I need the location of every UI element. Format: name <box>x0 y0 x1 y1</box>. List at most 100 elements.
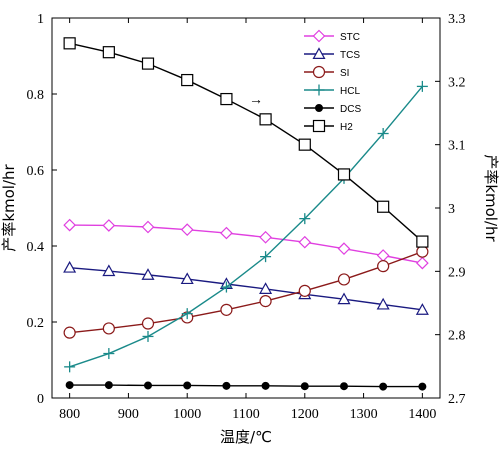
data-point-hcl <box>142 330 154 342</box>
x-tick-label: 1300 <box>350 407 378 422</box>
data-point-si <box>141 317 155 330</box>
data-point-dcs <box>104 381 113 390</box>
data-point-h2 <box>181 73 194 87</box>
legend-marker <box>315 104 323 112</box>
y-right-tick-label: 3.1 <box>448 139 466 154</box>
data-point-tcs <box>180 272 194 285</box>
y-right-tick-label: 3.3 <box>448 12 466 27</box>
series-si <box>63 245 429 339</box>
data-point-hcl <box>103 348 115 360</box>
data-point-dcs <box>183 381 192 390</box>
legend-label: TCS <box>340 50 360 61</box>
y-right-tick-label: 3.2 <box>448 75 466 90</box>
y-left-tick-label: 0.6 <box>27 164 45 179</box>
series-hcl <box>64 80 428 373</box>
legend-marker <box>313 84 325 96</box>
legend-label: HCL <box>340 86 360 97</box>
series-line-dcs <box>69 384 423 388</box>
data-point-h2 <box>259 113 272 126</box>
data-point-stc <box>298 235 312 249</box>
y-right-tick-label: 3 <box>448 202 455 217</box>
data-point-tcs <box>415 303 429 315</box>
data-point-stc <box>337 242 351 256</box>
legend-item-tcs: TCS <box>304 47 360 61</box>
x-tick-label: 900 <box>118 407 139 422</box>
data-point-hcl <box>416 80 428 92</box>
data-point-si <box>220 303 233 316</box>
y-left-tick-label: 0.2 <box>27 316 45 331</box>
data-point-tcs <box>376 297 390 310</box>
series-line-hcl <box>69 85 423 368</box>
data-point-stc <box>102 219 116 232</box>
data-point-stc <box>220 226 233 240</box>
x-tick-label: 1000 <box>173 407 201 422</box>
data-point-stc <box>141 220 155 234</box>
data-point-hcl <box>181 308 193 320</box>
x-axis-label: 温度/℃ <box>220 428 272 446</box>
axes: 800 900 1000 1100 1200 1300 1400 0 0.2 0.4 0.6 0.8 1… <box>27 12 466 422</box>
series-line-tcs <box>69 266 423 311</box>
legend-marker <box>312 29 326 43</box>
plot-area <box>63 37 429 391</box>
legend-label: DCS <box>340 104 361 115</box>
data-point-hcl <box>64 361 76 373</box>
series-dcs <box>65 381 427 391</box>
data-point-stc <box>376 249 390 262</box>
data-point-dcs <box>339 382 348 391</box>
data-point-stc <box>259 230 272 244</box>
legend-item-stc: STC <box>304 29 360 43</box>
data-point-si <box>102 322 115 335</box>
legend-marker <box>312 119 326 133</box>
data-point-tcs <box>141 268 155 280</box>
data-point-dcs <box>65 381 74 390</box>
data-point-dcs <box>418 382 427 391</box>
data-point-tcs <box>102 264 116 277</box>
data-point-si <box>337 273 351 286</box>
y-left-tick-label: 0.8 <box>27 88 45 103</box>
legend: STC TCS SI HCL DCS H2 <box>304 29 361 133</box>
y-axis-left-label: 产率kmol/hr <box>0 163 18 251</box>
data-point-dcs <box>144 381 153 390</box>
data-point-stc <box>416 256 429 270</box>
legend-item-si: SI <box>304 65 349 79</box>
arrow-annotation: → <box>249 93 263 108</box>
data-point-h2 <box>377 200 390 213</box>
y-left-tick-label: 0.4 <box>27 240 45 255</box>
data-point-h2 <box>63 37 76 50</box>
data-point-h2 <box>141 57 155 70</box>
data-point-h2 <box>102 46 115 59</box>
x-tick-label: 1100 <box>232 407 259 422</box>
data-point-si <box>298 284 311 297</box>
data-point-tcs <box>337 292 351 305</box>
data-point-h2 <box>298 138 311 151</box>
data-point-hcl <box>220 281 232 293</box>
data-point-si <box>416 245 429 258</box>
data-point-h2 <box>416 235 429 248</box>
series-line-stc <box>69 224 423 264</box>
legend-item-dcs: DCS <box>304 104 361 115</box>
series-line-h2 <box>69 42 423 243</box>
data-point-si <box>377 260 390 273</box>
data-point-dcs <box>261 381 270 390</box>
y-left-tick-label: 0 <box>37 392 44 407</box>
data-point-dcs <box>300 382 309 391</box>
legend-marker <box>312 65 326 79</box>
data-point-tcs <box>259 282 273 294</box>
series-h2 <box>63 37 429 248</box>
data-point-stc <box>180 223 194 237</box>
legend-label: STC <box>340 32 360 43</box>
y-right-tick-label: 2.8 <box>448 329 466 344</box>
data-point-hcl <box>377 128 389 140</box>
data-point-hcl <box>299 213 311 225</box>
x-tick-label: 800 <box>59 407 80 422</box>
data-point-si <box>259 295 272 308</box>
y-axis-right-label: 产率kmol/hr <box>482 154 500 242</box>
data-point-hcl <box>260 251 272 263</box>
series-line-si <box>69 251 423 334</box>
legend-item-hcl: HCL <box>304 84 360 97</box>
y-left-tick-label: 1 <box>37 12 44 27</box>
y-right-tick-label: 2.7 <box>448 392 466 407</box>
data-point-h2 <box>337 168 351 181</box>
data-point-h2 <box>220 92 233 106</box>
